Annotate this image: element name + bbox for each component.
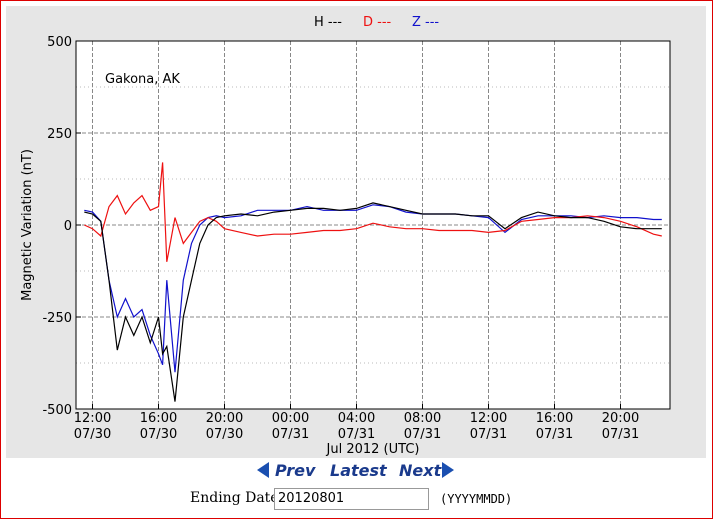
series-line xyxy=(84,204,662,373)
legend-entry: D --- xyxy=(363,15,392,30)
x-tick-label: 07/31 xyxy=(470,427,507,442)
annotation: Gakona, AK xyxy=(105,72,180,87)
x-axis-label: Jul 2012 (UTC) xyxy=(326,442,420,457)
y-tick-label: 0 xyxy=(64,219,72,234)
date-form: Ending Date: 20120801 (YYYYMMDD) xyxy=(190,488,512,510)
x-tick-label: 00:00 xyxy=(272,411,309,426)
date-label: Ending Date: xyxy=(190,490,284,506)
date-hint: (YYYYMMDD) xyxy=(440,492,513,506)
latest-link[interactable]: Latest xyxy=(330,461,387,480)
x-tick-label: 20:00 xyxy=(206,411,243,426)
y-tick-label: -500 xyxy=(42,403,72,418)
legend-entry: Z --- xyxy=(412,15,439,30)
chart: Gakona, AK Magnetic Variation (nT) Jul 2… xyxy=(6,6,706,458)
date-input[interactable]: 20120801 xyxy=(274,488,429,510)
navigation: Prev Latest Next xyxy=(0,459,713,483)
x-tick-label: 08:00 xyxy=(404,411,441,426)
x-tick-label: 07/31 xyxy=(272,427,309,442)
x-tick-label: 20:00 xyxy=(602,411,639,426)
series-line xyxy=(84,202,662,402)
prev-icon[interactable] xyxy=(256,462,270,478)
x-tick-label: 07/31 xyxy=(536,427,573,442)
x-tick-label: 16:00 xyxy=(536,411,573,426)
x-tick-label: 07/31 xyxy=(404,427,441,442)
y-tick-label: -250 xyxy=(42,311,72,326)
x-tick-label: 04:00 xyxy=(338,411,375,426)
plot-border xyxy=(75,40,671,410)
y-tick-label: 250 xyxy=(47,127,72,142)
x-tick-label: 07/31 xyxy=(338,427,375,442)
x-tick-label: 12:00 xyxy=(74,411,111,426)
x-tick-label: 07/30 xyxy=(74,427,111,442)
x-tick-label: 07/30 xyxy=(140,427,177,442)
next-link[interactable]: Next xyxy=(399,461,442,480)
prev-link[interactable]: Prev xyxy=(275,461,316,480)
y-tick-label: 500 xyxy=(47,35,72,50)
x-tick-label: 07/30 xyxy=(206,427,243,442)
next-icon[interactable] xyxy=(441,462,455,478)
x-tick-label: 16:00 xyxy=(140,411,177,426)
y-axis-label: Magnetic Variation (nT) xyxy=(20,149,35,301)
series-line xyxy=(84,162,662,262)
x-tick-label: 12:00 xyxy=(470,411,507,426)
legend-entry: H --- xyxy=(314,15,342,30)
x-tick-label: 07/31 xyxy=(602,427,639,442)
